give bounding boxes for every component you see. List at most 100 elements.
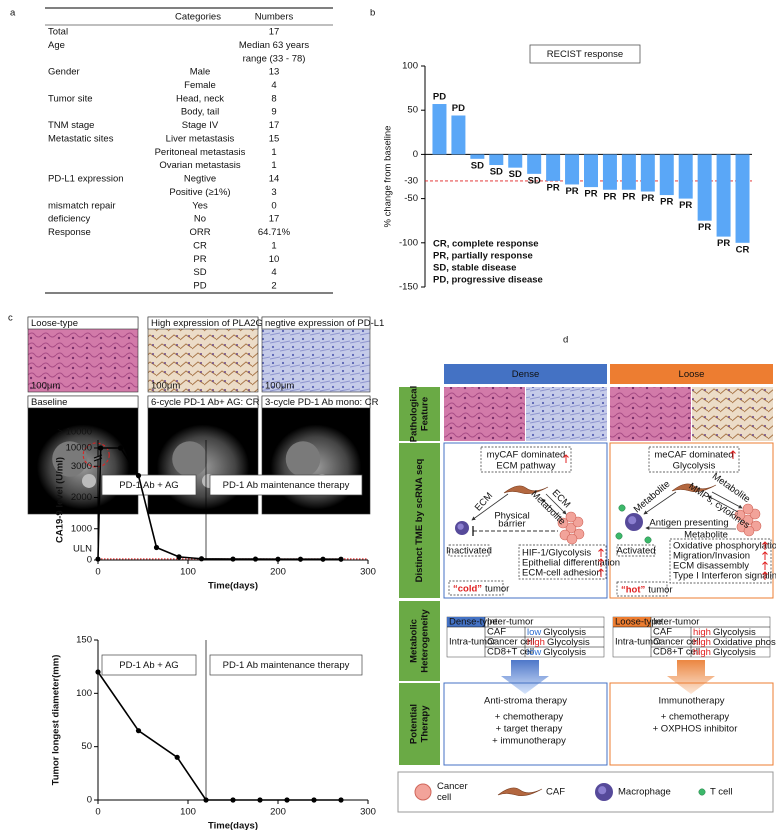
- panel-label: b: [370, 8, 375, 19]
- caf-box-text: ECM pathway: [496, 461, 555, 472]
- bar: [678, 154, 693, 199]
- phase-label: PD-1 Ab + AG: [119, 480, 178, 491]
- bar: [565, 154, 580, 185]
- table-cell: PD-L1 expression: [48, 174, 124, 185]
- x-tick-label: 100: [180, 807, 196, 818]
- meta-cell: CAF: [487, 627, 506, 638]
- table-cell: 4: [271, 267, 276, 278]
- data-point: [95, 669, 101, 675]
- dashed-box: [448, 544, 490, 557]
- row-label: Potential: [409, 704, 420, 744]
- bar-label: PR: [584, 189, 597, 200]
- feature-text: Oxidative phosphorylation: [673, 541, 776, 552]
- t-cell-icon: [698, 788, 706, 796]
- data-point: [338, 797, 344, 803]
- caf-icon: [503, 485, 549, 495]
- cancer-cell-icon: [734, 509, 746, 521]
- column-header-text: Dense: [512, 369, 539, 380]
- panel-label: d: [563, 335, 568, 346]
- therapy-item: + immunotherapy: [492, 736, 566, 747]
- arrow: [471, 493, 509, 521]
- meta-intra: Intra-tumor: [449, 637, 495, 648]
- table-cell: 8: [271, 93, 276, 104]
- bar: [697, 154, 712, 221]
- y-tick-label: 50: [81, 741, 92, 752]
- image-title-bg: [27, 316, 139, 330]
- column-header: [610, 364, 773, 384]
- barrier-label: Physical: [494, 511, 529, 522]
- up-arrow: [598, 568, 604, 577]
- caf-box-text: myCAF dominated: [487, 450, 566, 461]
- arrow: [707, 495, 739, 513]
- data-line: [97, 671, 341, 801]
- table-cell: 13: [269, 67, 280, 78]
- scale-bar: 100μm: [151, 381, 180, 392]
- table-cell: Negtive: [184, 174, 216, 185]
- meta-cell: CD8+T cell: [487, 647, 534, 658]
- feature-text: HIF-1/Glycolysis: [522, 548, 591, 559]
- x-tick-label: 200: [270, 567, 286, 578]
- table-cell: 2: [271, 281, 276, 292]
- table-cell: 17: [269, 120, 280, 131]
- bar: [621, 154, 636, 190]
- caf-box-text: Glycolysis: [673, 461, 716, 472]
- meta-level: high Glycolysis: [693, 647, 756, 658]
- table-cell: Total: [48, 27, 68, 38]
- macrophage-core: [598, 786, 607, 795]
- x-tick-label: 200: [270, 807, 286, 818]
- x-tick-label: 300: [360, 567, 376, 578]
- bar: [640, 154, 655, 192]
- bar: [546, 154, 561, 181]
- data-point: [203, 797, 209, 803]
- legend-label: Macrophage: [618, 787, 671, 798]
- data-point: [297, 556, 304, 562]
- histology-image: [444, 387, 525, 441]
- row-label: Therapy: [420, 705, 431, 743]
- image-title: Loose-type: [31, 318, 78, 329]
- data-point: [95, 556, 101, 562]
- row-label-box: [399, 443, 440, 598]
- data-point: [311, 797, 317, 803]
- data-point: [252, 556, 259, 562]
- histology-image: [610, 387, 691, 441]
- image-title: 3-cycle PD-1 Ab mono: CR: [265, 397, 379, 408]
- table-cell: range (33 - 78): [243, 53, 306, 64]
- y-axis-title: CA19-9 level (U/ml): [55, 457, 66, 543]
- row-label-box: [399, 387, 440, 441]
- table-cell: Body, tail: [181, 107, 219, 118]
- image-title-bg: [27, 395, 139, 409]
- meta-process: Oxidative phosphorylation: [713, 637, 776, 648]
- y-tick-label: 3000: [71, 461, 92, 472]
- table-cell: 0: [271, 200, 276, 211]
- legend-label: Cancer: [437, 781, 468, 792]
- data-point: [284, 797, 290, 803]
- table-cell: Peritoneal metastasis: [155, 147, 246, 158]
- phase-label: PD-1 Ab maintenance therapy: [223, 660, 350, 671]
- mri-organ: [52, 441, 88, 477]
- bar-label: SD: [471, 160, 484, 171]
- up-arrow: [598, 548, 604, 557]
- meta-inter: Inter-tumor: [487, 617, 533, 628]
- histology-image: [526, 387, 607, 441]
- meta-level-word: high: [693, 627, 711, 638]
- row-label: Pathological: [409, 386, 420, 442]
- cancer-cell-icon: [414, 783, 432, 801]
- meta-type-cell: [447, 617, 485, 627]
- table-cell: Stage IV: [182, 120, 219, 131]
- meta-level: high Glycolysis: [527, 637, 590, 648]
- meta-level: high Glycolysis: [693, 627, 756, 638]
- table-cell: Liver metastasis: [166, 133, 235, 144]
- t-cell-icon: [644, 536, 652, 544]
- table-cell: 17: [269, 27, 280, 38]
- x-tick-label: 0: [95, 807, 100, 818]
- image-title-bg: [147, 316, 259, 330]
- table-cell: 14: [269, 174, 280, 185]
- meta-level-word: high: [693, 637, 711, 648]
- up-arrow: [563, 454, 569, 463]
- therapy-item: + chemotherapy: [661, 712, 730, 723]
- table-cell: 64.71%: [258, 227, 291, 238]
- y-tick-label: 0: [87, 795, 92, 806]
- meta-cell: CD8+T cell: [653, 647, 700, 658]
- cancer-cell-icon: [565, 511, 577, 523]
- row-label: Heterogeneity: [420, 609, 431, 673]
